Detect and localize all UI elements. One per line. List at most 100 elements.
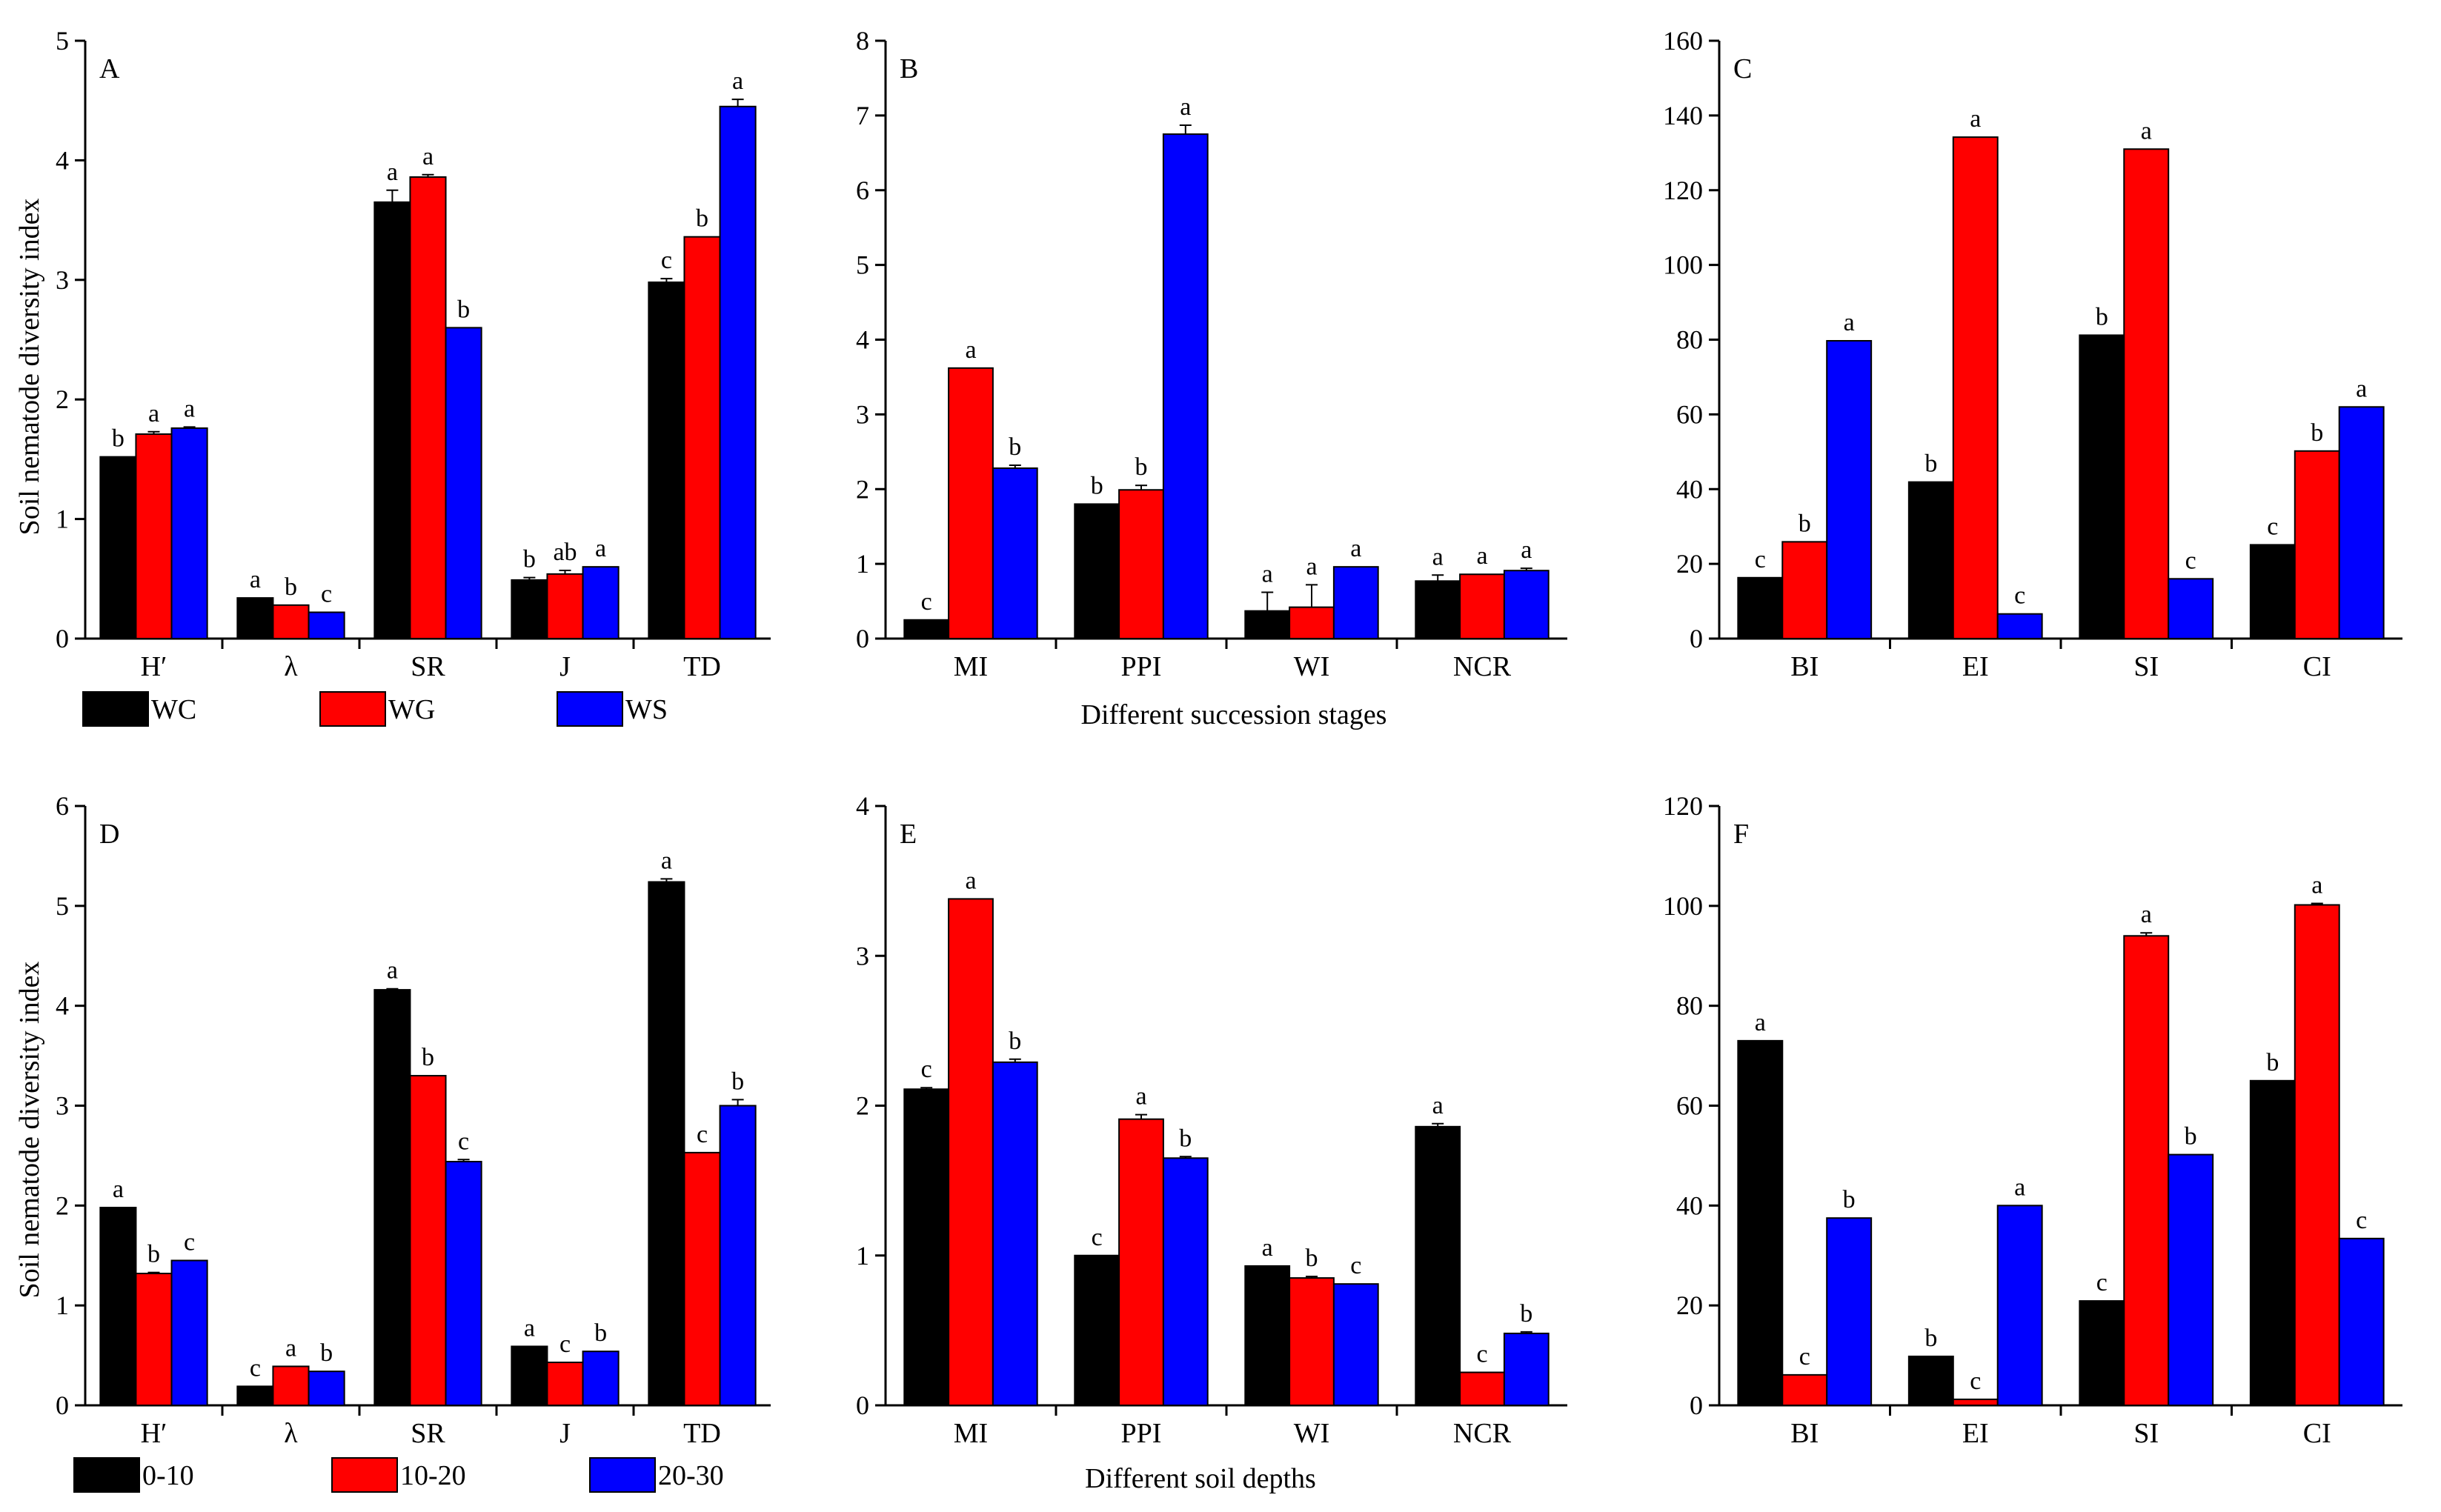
bar-A-WG-SR [409, 176, 447, 640]
bar-C-WC-EI [1907, 481, 1954, 639]
y-tick-label: 3 [856, 399, 869, 429]
bar-A-WC-H′ [99, 456, 137, 639]
x-category-label: MI [954, 651, 988, 682]
bar-A-WC-J [511, 579, 548, 639]
significance-letter: c [1755, 546, 1766, 573]
y-tick-label: 5 [856, 250, 869, 280]
bar-D-0-10-J [511, 1345, 548, 1407]
legend-swatch [319, 691, 386, 727]
y-tick-label: 0 [56, 624, 69, 653]
bar-D-10-20-J [546, 1362, 584, 1406]
x-category-label: H′ [141, 1418, 167, 1449]
bar-F-0-10-SI [2079, 1300, 2125, 1406]
panel-E: 0 1 2 3 4 MI c a b PPI c a b WI a b c NCR a c b E [856, 791, 1567, 1449]
y-tick-label: 0 [56, 1391, 69, 1420]
y-tick-label: 80 [1676, 325, 1703, 355]
significance-letter: b [1924, 450, 1937, 478]
significance-letter: c [2267, 513, 2278, 540]
significance-letter: a [595, 535, 606, 562]
bar-A-WS-λ [308, 611, 345, 640]
y-tick-label: 100 [1663, 250, 1703, 280]
x-category-label: TD [683, 1418, 721, 1449]
x-category-label: BI [1790, 1418, 1819, 1449]
significance-letter: a [1432, 543, 1444, 570]
y-tick-label: 40 [1676, 474, 1703, 504]
significance-letter: b [1799, 510, 1811, 537]
x-axis-title-top: Different succession stages [1081, 699, 1387, 730]
y-axis-title-bottom: Soil nematode diversity index [14, 962, 45, 1299]
y-axis-title-top: Soil nematode diversity index [14, 199, 45, 536]
bar-F-10-20-EI [1952, 1398, 1999, 1407]
x-category-label: EI [1962, 651, 1989, 682]
significance-letter: c [1350, 1252, 1361, 1279]
x-category-label: NCR [1453, 651, 1512, 682]
significance-letter: b [112, 425, 124, 453]
bar-F-10-20-BI [1781, 1373, 1828, 1407]
x-category-label: WI [1294, 1418, 1330, 1449]
y-tick-label: 0 [1690, 1391, 1703, 1420]
significance-letter: c [921, 1056, 932, 1083]
x-category-label: PPI [1121, 1418, 1162, 1449]
bar-D-10-20-λ [272, 1365, 310, 1407]
legend-depth: 0-10 10-20 20-30 [73, 1457, 724, 1493]
bar-C-WG-SI [2123, 148, 2170, 640]
legend-label: WC [151, 694, 196, 725]
bar-F-0-10-BI [1737, 1039, 1784, 1406]
significance-letter: b [1009, 433, 1021, 461]
significance-letter: a [2311, 871, 2322, 899]
significance-letter: a [965, 867, 976, 894]
significance-letter: c [559, 1331, 571, 1358]
significance-letter: b [285, 573, 297, 601]
y-tick-label: 1 [856, 1241, 869, 1270]
bar-A-WS-H′ [170, 427, 208, 639]
y-tick-label: 20 [1676, 549, 1703, 579]
y-tick-label: 6 [56, 791, 69, 821]
bar-A-WG-TD [683, 236, 721, 640]
bar-C-WC-BI [1737, 576, 1784, 639]
x-category-label: λ [284, 1418, 298, 1449]
significance-letter: b [1179, 1125, 1192, 1152]
bar-C-WS-CI [2338, 406, 2385, 639]
significance-letter: b [696, 205, 708, 233]
significance-letter: b [2266, 1049, 2279, 1076]
bar-B-WC-MI [903, 619, 950, 639]
significance-letter: b [594, 1319, 607, 1347]
panel-letter: F [1733, 819, 1749, 850]
y-tick-label: 60 [1676, 399, 1703, 429]
y-tick-label: 120 [1663, 176, 1703, 205]
y-tick-label: 2 [56, 1190, 69, 1220]
y-tick-label: 140 [1663, 101, 1703, 130]
significance-letter: a [1262, 1234, 1273, 1262]
y-tick-label: 0 [856, 624, 869, 653]
significance-letter: c [2096, 1269, 2108, 1296]
y-tick-label: 1 [56, 1290, 69, 1320]
x-category-label: NCR [1453, 1418, 1512, 1449]
panel-letter: C [1733, 53, 1752, 84]
significance-letter: c [661, 247, 672, 274]
bar-D-20-30-SR [445, 1161, 482, 1407]
x-axis-title-bottom: Different soil depths [1085, 1463, 1316, 1494]
bar-A-WS-SR [445, 327, 482, 639]
bar-C-WC-SI [2079, 334, 2125, 639]
bar-D-20-30-λ [308, 1371, 345, 1406]
x-category-label: TD [683, 651, 721, 682]
x-category-label: EI [1962, 1418, 1989, 1449]
bar-E-0-10-MI [903, 1088, 950, 1406]
x-category-label: MI [954, 1418, 988, 1449]
bar-D-20-30-H′ [170, 1259, 208, 1407]
x-category-label: SI [2133, 651, 2159, 682]
x-category-label: BI [1790, 651, 1819, 682]
y-tick-label: 40 [1676, 1190, 1703, 1220]
panel-B: 0 1 2 3 4 5 6 7 8 MI c a b PPI b b a WI a a a NCR a a a B [856, 26, 1567, 682]
significance-letter: c [1970, 1368, 1981, 1395]
x-category-label: H′ [141, 651, 167, 682]
y-tick-label: 20 [1676, 1290, 1703, 1320]
significance-letter: b [2311, 419, 2323, 447]
bar-C-WG-EI [1952, 136, 1999, 640]
x-category-label: PPI [1121, 651, 1162, 682]
significance-letter: c [458, 1128, 469, 1155]
significance-letter: a [1844, 309, 1855, 336]
significance-letter: b [2185, 1123, 2197, 1150]
significance-letter: b [457, 296, 470, 323]
